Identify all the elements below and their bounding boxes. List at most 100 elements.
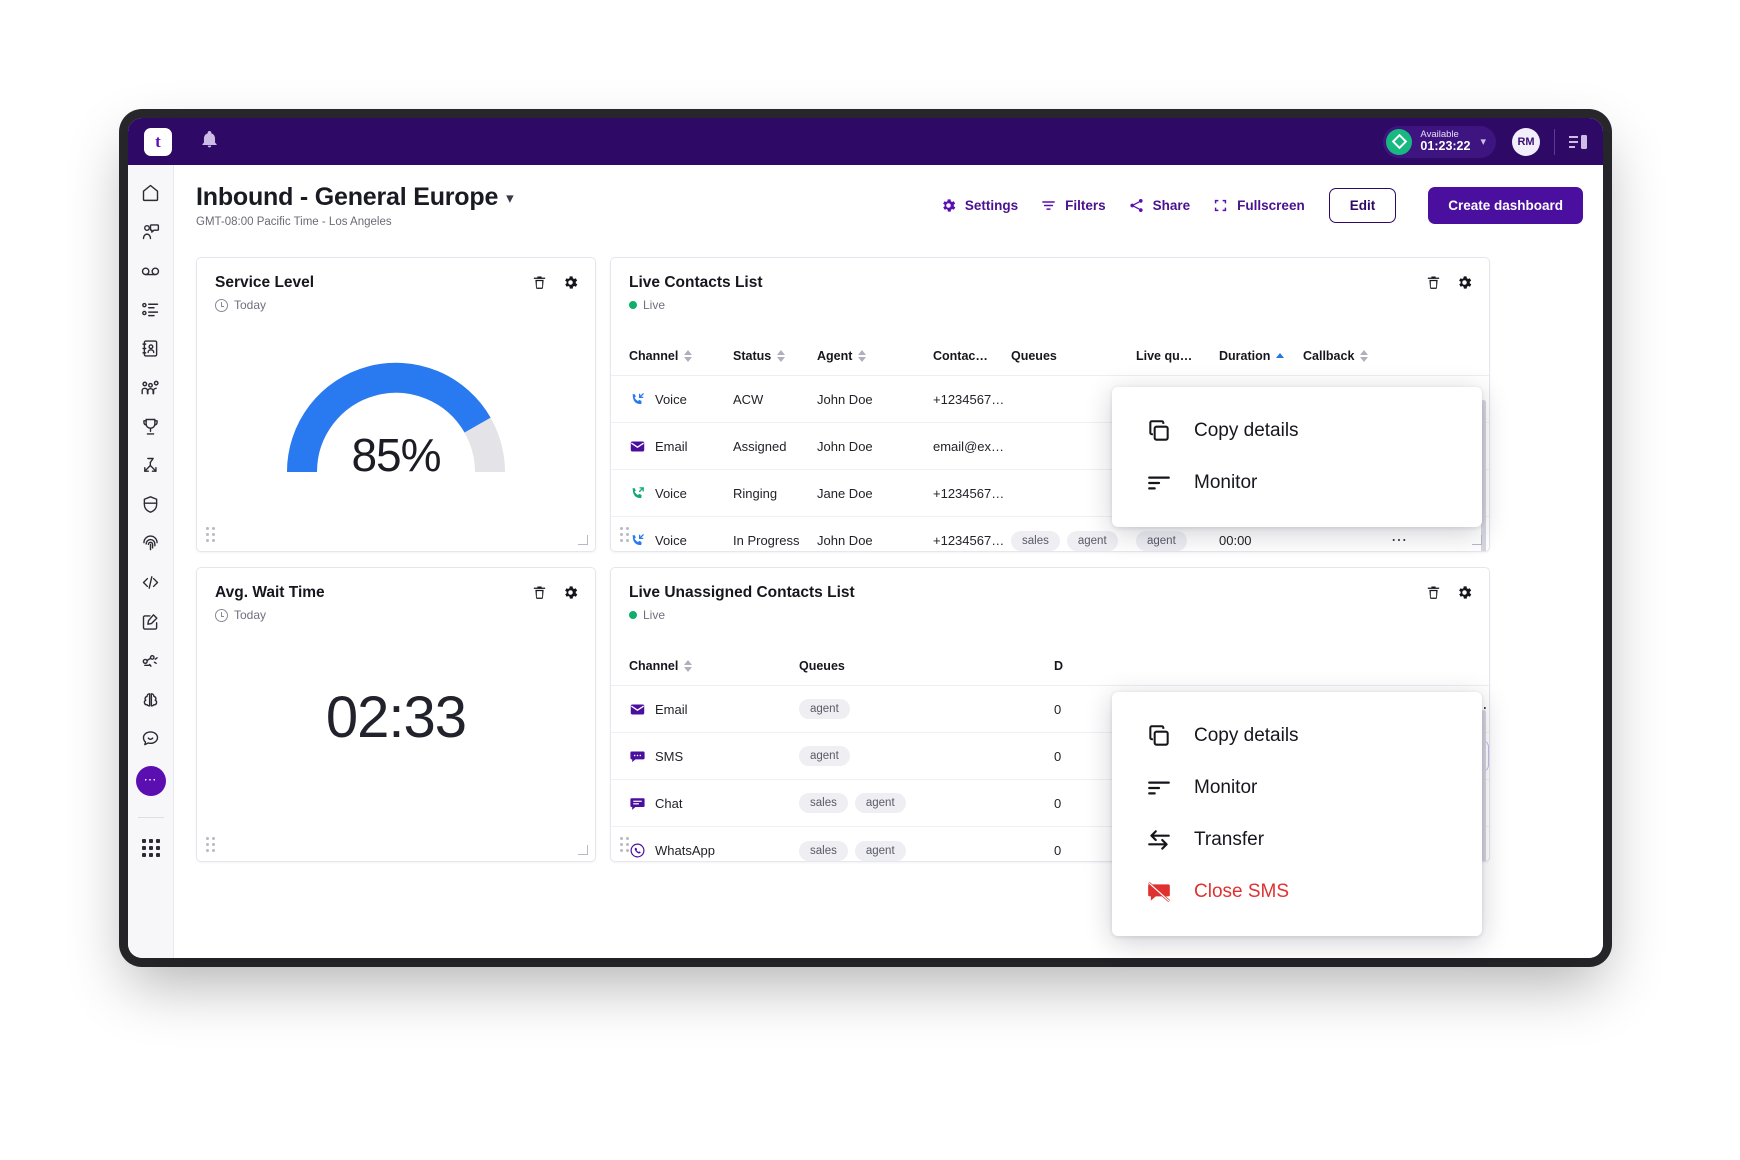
app-logo-icon[interactable]: t — [144, 127, 172, 156]
edit-button[interactable]: Edit — [1328, 188, 1397, 223]
column-header-channel[interactable]: Channel — [629, 659, 799, 673]
sidebar-item-ai[interactable] — [140, 688, 162, 710]
column-header-queues[interactable]: Queues — [1011, 349, 1136, 363]
widget-resize-handle[interactable] — [1472, 535, 1482, 545]
settings-button[interactable]: Settings — [940, 197, 1018, 214]
menu-item-copy-details[interactable]: Copy details — [1112, 405, 1482, 457]
clock-icon — [215, 608, 228, 622]
avg-wait-value: 02:33 — [325, 684, 467, 750]
column-header-contact[interactable]: Contac… — [933, 349, 1011, 363]
cell-channel: WhatsApp — [629, 842, 799, 859]
sidebar-item-routing[interactable] — [140, 454, 162, 476]
filters-button[interactable]: Filters — [1040, 197, 1106, 214]
menu-item-close-sms[interactable]: Close SMS — [1112, 866, 1482, 918]
sidebar-item-security[interactable] — [140, 493, 162, 515]
sidebar-item-chat[interactable] — [140, 727, 162, 749]
column-header-live-queue[interactable]: Live qu… — [1136, 349, 1219, 363]
trash-icon[interactable] — [531, 274, 548, 296]
menu-item-transfer[interactable]: Transfer — [1112, 814, 1482, 866]
side-panel-toggle-icon[interactable] — [1569, 133, 1589, 151]
column-label: Channel — [629, 658, 679, 673]
sidebar-item-apps[interactable] — [141, 839, 160, 857]
sidebar-item-compose[interactable] — [140, 610, 162, 632]
gear-icon[interactable] — [1456, 584, 1473, 606]
sort-icon[interactable] — [777, 349, 786, 362]
fullscreen-label-2: Fullscreen — [1237, 198, 1305, 213]
sidebar-item-biometrics[interactable] — [140, 532, 162, 554]
page-title[interactable]: Inbound - General Europe ▾ — [196, 183, 514, 212]
widget-drag-handle[interactable] — [620, 837, 629, 852]
widget-drag-handle[interactable] — [620, 527, 629, 542]
availability-status-pill[interactable]: Available 01:23:22 ▾ — [1383, 125, 1496, 158]
column-header-duration[interactable]: D — [1054, 659, 1174, 673]
row-more-dots-icon[interactable]: ⋯ — [1391, 531, 1409, 549]
filters-label: Filters — [1065, 198, 1106, 213]
widget-resize-handle[interactable] — [578, 845, 588, 855]
column-header-agent[interactable]: Agent — [817, 349, 933, 363]
period-label: Today — [234, 608, 267, 622]
column-label: Queues — [799, 658, 845, 673]
trash-icon[interactable] — [531, 584, 548, 606]
cell-contact: email@ex… — [933, 438, 1004, 454]
notification-bell-icon[interactable] — [200, 130, 219, 154]
column-header-queues[interactable]: Queues — [799, 659, 1054, 673]
sidebar-item-more[interactable]: ⋯ — [135, 766, 166, 796]
menu-item-monitor[interactable]: Monitor — [1112, 762, 1482, 814]
voice-inbound-icon — [632, 534, 644, 546]
sidebar-item-agent-assist[interactable] — [140, 220, 162, 242]
monitor-lines-icon — [1148, 781, 1170, 795]
widget-resize-handle[interactable] — [578, 535, 588, 545]
context-menu-live-contacts: Copy details Monitor — [1112, 387, 1482, 527]
table-row[interactable]: Voice In Progress John Doe +1234567… sal… — [611, 517, 1489, 551]
sidebar-item-developer[interactable] — [140, 571, 162, 593]
column-header-callback[interactable]: Callback — [1303, 349, 1391, 363]
title-block: Inbound - General Europe ▾ GMT-08:00 Pac… — [196, 179, 514, 228]
channel-label: WhatsApp — [655, 843, 715, 858]
sidebar-item-voicemail[interactable] — [140, 259, 162, 281]
widget-drag-handle[interactable] — [206, 837, 215, 852]
gauge-value: 85% — [351, 429, 441, 481]
top-bar: t Available 01:23:22 ▾ RM — [128, 118, 1603, 165]
gear-icon[interactable] — [562, 584, 579, 606]
whatsapp-icon — [630, 843, 645, 858]
email-icon — [630, 704, 645, 714]
share-button[interactable]: Share — [1128, 197, 1190, 214]
chevron-down-icon[interactable]: ▾ — [1480, 136, 1486, 148]
widget-drag-handle[interactable] — [206, 527, 215, 542]
sidebar-item-contacts[interactable] — [140, 337, 162, 359]
menu-item-copy-details[interactable]: Copy details — [1112, 710, 1482, 762]
gear-icon[interactable] — [1456, 274, 1473, 296]
sort-icon[interactable] — [684, 349, 693, 362]
avatar[interactable]: RM — [1512, 127, 1540, 156]
chevron-down-icon[interactable]: ▾ — [506, 189, 514, 207]
cell-agent: John Doe — [817, 438, 873, 454]
cell-status: ACW — [733, 391, 764, 407]
column-header-duration[interactable]: Duration — [1219, 349, 1303, 363]
sort-icon[interactable] — [1360, 349, 1369, 362]
queue-tag: sales — [799, 793, 848, 813]
gear-icon[interactable] — [562, 274, 579, 296]
sidebar-item-gamification[interactable] — [140, 415, 162, 437]
create-dashboard-button[interactable]: Create dashboard — [1428, 187, 1583, 224]
sort-icon[interactable] — [858, 349, 867, 362]
sidebar-item-automation[interactable] — [140, 649, 162, 671]
sort-icon-active[interactable] — [1276, 353, 1285, 358]
sidebar-item-teams[interactable] — [140, 376, 162, 398]
table-scrollbar[interactable] — [1481, 400, 1486, 551]
sidebar-divider — [137, 817, 164, 818]
trash-icon[interactable] — [1425, 584, 1442, 606]
column-header-channel[interactable]: Channel — [629, 349, 733, 363]
sidebar-item-queues[interactable] — [140, 298, 162, 320]
trash-icon[interactable] — [1425, 274, 1442, 296]
table-scrollbar[interactable] — [1481, 710, 1486, 861]
sort-icon[interactable] — [684, 659, 693, 672]
sidebar-item-home[interactable] — [140, 181, 162, 203]
menu-item-monitor[interactable]: Monitor — [1112, 457, 1482, 509]
column-header-status[interactable]: Status — [733, 349, 817, 363]
cell-duration: 0 — [1054, 795, 1062, 811]
menu-item-label: Monitor — [1194, 777, 1258, 798]
fullscreen-button[interactable]: Fullscreen — [1212, 197, 1305, 214]
table-row[interactable]: Voice ACW John Doe +1234567… ⋯ — [611, 376, 1489, 423]
voice-outbound-icon — [632, 486, 644, 498]
cell-channel: Email — [629, 438, 733, 455]
